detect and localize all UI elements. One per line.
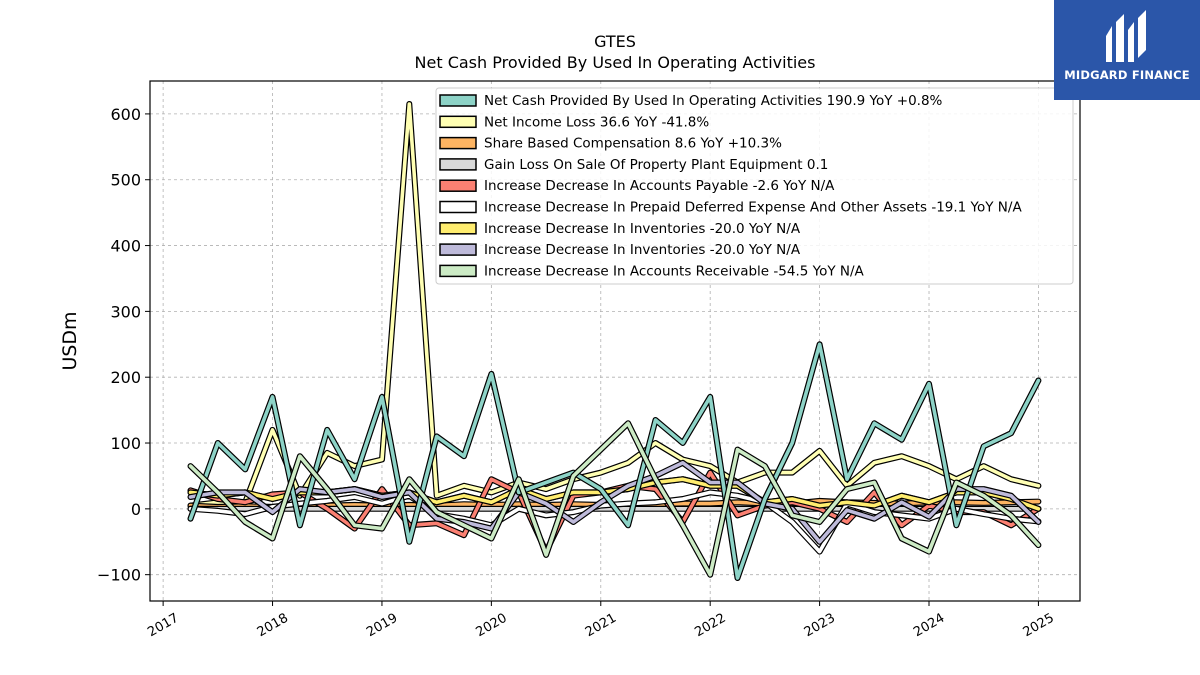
legend-label: Net Income Loss 36.6 YoY -41.8% <box>484 114 709 130</box>
brand-logo-text: MIDGARD FINANCE <box>1064 68 1190 82</box>
y-tick-label: 400 <box>110 237 141 256</box>
y-tick-label: 0 <box>131 500 141 519</box>
series-line <box>187 420 1042 578</box>
x-tick-label: 2022 <box>692 611 728 641</box>
legend-swatch <box>439 243 477 256</box>
legend-swatch <box>439 158 477 171</box>
legend-label: Share Based Compensation 8.6 YoY +10.3% <box>484 136 782 152</box>
brand-logo: MIDGARD FINANCE <box>1054 0 1200 100</box>
plot-frame <box>149 80 1081 602</box>
legend-swatch <box>439 115 477 129</box>
legend-swatch <box>439 136 477 150</box>
series-line-stroke <box>188 421 1041 577</box>
y-axis-label: USDm <box>59 311 81 370</box>
legend-label: Increase Decrease In Accounts Receivable… <box>484 263 865 279</box>
series-line-stroke <box>188 102 1041 508</box>
legend: Net Cash Provided By Used In Operating A… <box>435 87 1074 285</box>
x-tick-label: 2021 <box>583 611 619 641</box>
y-tick-label: 600 <box>110 105 141 124</box>
chart-title: GTES <box>594 32 636 51</box>
brand-logo-icon <box>1106 10 1146 62</box>
x-tick-label: 2023 <box>802 611 838 641</box>
series-layer <box>187 101 1042 581</box>
legend-swatch <box>439 94 477 107</box>
legend-swatch <box>439 179 477 192</box>
legend-label: Increase Decrease In Inventories -20.0 Y… <box>484 221 801 237</box>
x-tick-label: 2019 <box>364 611 400 641</box>
x-tick-label: 2017 <box>145 611 181 641</box>
x-tick-label: 2025 <box>1021 611 1057 641</box>
legend-label: Increase Decrease In Accounts Payable -2… <box>484 178 835 194</box>
legend-swatch <box>439 200 477 214</box>
y-tick-label: 200 <box>110 368 141 387</box>
legend-label: Increase Decrease In Prepaid Deferred Ex… <box>484 200 1022 216</box>
legend-label: Increase Decrease In Inventories -20.0 Y… <box>484 242 801 258</box>
series-line <box>187 341 1042 581</box>
legend-swatch <box>439 222 477 235</box>
x-tick-label: 2020 <box>474 611 510 641</box>
chart-subtitle: Net Cash Provided By Used In Operating A… <box>415 53 816 72</box>
series-line <box>187 101 1042 509</box>
legend-box <box>435 87 1074 285</box>
legend-label: Gain Loss On Sale Of Property Plant Equi… <box>484 157 828 173</box>
legend-label: Net Cash Provided By Used In Operating A… <box>484 93 943 109</box>
legend-swatch <box>439 264 477 278</box>
y-tick-label: −100 <box>97 566 141 585</box>
y-tick-label: 500 <box>110 171 141 190</box>
x-tick-label: 2018 <box>255 611 291 641</box>
x-tick-label: 2024 <box>911 611 947 641</box>
series-line-stroke <box>188 342 1041 580</box>
y-tick-label: 100 <box>110 434 141 453</box>
y-tick-label: 300 <box>110 302 141 321</box>
